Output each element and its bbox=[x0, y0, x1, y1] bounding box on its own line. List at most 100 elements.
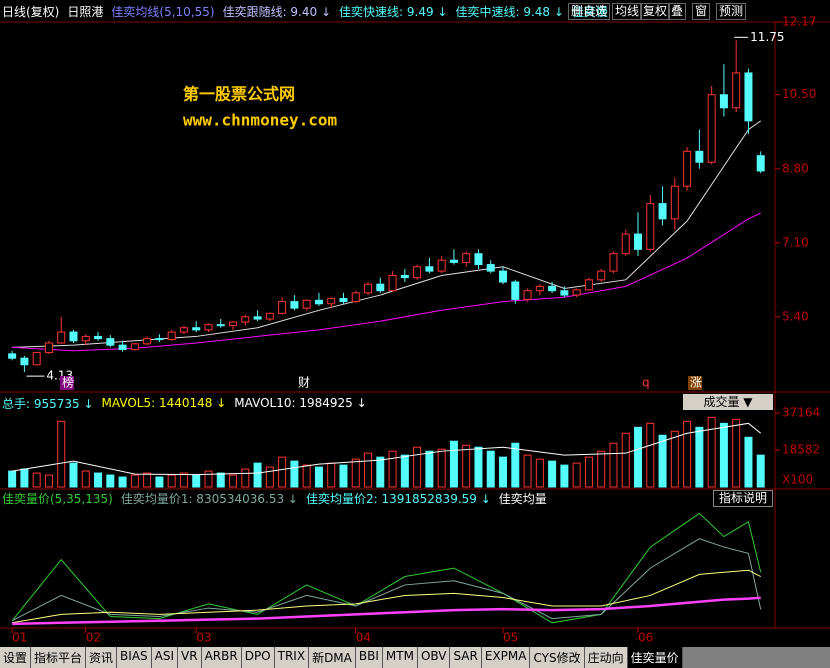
x-tick-label: 02 bbox=[86, 631, 101, 645]
candle-body bbox=[756, 155, 765, 172]
volume-bar bbox=[106, 474, 115, 488]
tab[interactable]: 资讯 bbox=[86, 647, 118, 668]
tab[interactable]: BBI bbox=[355, 647, 383, 668]
event-marker: 财 bbox=[298, 376, 310, 390]
volume-bar bbox=[523, 454, 532, 488]
tab[interactable]: ARBR bbox=[201, 647, 242, 668]
toolbar-button[interactable]: 复权 bbox=[640, 3, 671, 20]
candle-body bbox=[474, 253, 483, 266]
candle-body bbox=[314, 299, 323, 305]
candle-body bbox=[155, 338, 164, 341]
toolbar-button[interactable]: 删自选 bbox=[568, 3, 611, 20]
volume-bar bbox=[548, 460, 557, 488]
volume-label: MAVOL5: 1440148 ↓ bbox=[101, 396, 227, 410]
y-tick-label: 8.80 bbox=[782, 161, 809, 175]
volume-bar bbox=[192, 474, 201, 488]
volume-bar bbox=[44, 474, 53, 488]
volume-bar bbox=[278, 456, 287, 488]
marker-bg bbox=[60, 376, 74, 390]
help-button[interactable]: 指标说明 bbox=[713, 490, 773, 507]
volume-bar bbox=[204, 470, 213, 488]
candle-body bbox=[523, 290, 532, 300]
candle-body bbox=[695, 150, 704, 163]
volume-bar bbox=[732, 418, 741, 488]
volume-bar bbox=[339, 464, 348, 488]
candle-body bbox=[683, 150, 692, 187]
volume-bar bbox=[584, 456, 593, 488]
tab[interactable]: 庄动向 bbox=[584, 647, 628, 668]
volume-bar bbox=[130, 474, 139, 488]
x-tick-label: 05 bbox=[503, 631, 518, 645]
volume-bar bbox=[462, 444, 471, 488]
volume-bar bbox=[499, 456, 508, 488]
volume-bar bbox=[634, 426, 643, 488]
volume-bar bbox=[449, 440, 458, 488]
volume-bar bbox=[474, 446, 483, 488]
candle-body bbox=[44, 342, 53, 354]
volume-bar bbox=[572, 462, 581, 488]
volume-bar bbox=[327, 462, 336, 488]
candle-body bbox=[634, 233, 643, 250]
indicator-label: 佳奕慢 bbox=[571, 4, 608, 19]
volume-bar bbox=[511, 442, 520, 488]
indicator-select[interactable]: 成交量 ▼ bbox=[683, 394, 773, 410]
tab[interactable]: 设置 bbox=[0, 647, 32, 668]
candle-body bbox=[241, 316, 250, 323]
volume-bar bbox=[609, 442, 618, 488]
toolbar-button[interactable]: 叠 bbox=[668, 3, 687, 20]
candle-body bbox=[216, 324, 225, 327]
indicator-label: 佳奕均量 bbox=[498, 491, 547, 506]
candle-body bbox=[437, 259, 446, 272]
tab[interactable]: 佳奕量价 bbox=[627, 647, 683, 668]
volume-bar bbox=[216, 472, 225, 488]
tab[interactable]: 新DMA bbox=[309, 647, 356, 668]
x-tick-label: 04 bbox=[356, 631, 371, 645]
candle-body bbox=[265, 312, 274, 320]
tab[interactable]: ASI bbox=[151, 647, 179, 668]
y-unit: X100 bbox=[782, 473, 813, 487]
line bbox=[12, 422, 762, 476]
tab[interactable]: OBV bbox=[417, 647, 451, 668]
volume-label: 总手: 955735 ↓ bbox=[2, 396, 94, 411]
tab[interactable]: VR bbox=[178, 647, 202, 668]
tab[interactable]: MTM bbox=[382, 647, 418, 668]
candle-body bbox=[302, 299, 311, 309]
candle-body bbox=[8, 353, 17, 359]
y-tick-label: 18582 bbox=[782, 443, 820, 457]
line bbox=[12, 596, 761, 626]
toolbar-button[interactable]: 均线 bbox=[612, 3, 643, 20]
volume-bar bbox=[695, 426, 704, 488]
volume-bar bbox=[658, 434, 667, 488]
candle-body bbox=[32, 352, 41, 366]
toolbar-button[interactable]: 预测 bbox=[716, 3, 747, 20]
candle-body bbox=[351, 292, 360, 303]
line bbox=[12, 212, 761, 352]
candle-body bbox=[339, 298, 348, 303]
volume-bar bbox=[683, 420, 692, 488]
tab[interactable]: CYS修改 bbox=[530, 647, 585, 668]
candle-body bbox=[560, 290, 569, 296]
candle-body bbox=[511, 281, 520, 300]
volume-bar bbox=[719, 422, 728, 488]
candle-body bbox=[81, 335, 90, 342]
candle-body bbox=[658, 203, 667, 220]
tab[interactable]: TRIX bbox=[274, 647, 310, 668]
candle-body bbox=[106, 338, 115, 346]
tab[interactable]: EXPMA bbox=[481, 647, 531, 668]
volume-bar bbox=[314, 466, 323, 488]
stock-name: 日照港 bbox=[67, 4, 104, 19]
tab[interactable]: DPO bbox=[241, 647, 275, 668]
volume-bar bbox=[302, 464, 311, 488]
volume-bar bbox=[69, 462, 78, 488]
tab[interactable]: 指标平台 bbox=[31, 647, 87, 668]
watermark: 第一股票公式网 bbox=[183, 85, 295, 104]
line bbox=[11, 512, 762, 624]
tab[interactable]: SAR bbox=[450, 647, 482, 668]
candle-body bbox=[462, 253, 471, 263]
candle-body bbox=[744, 72, 753, 122]
candle-body bbox=[584, 279, 593, 291]
volume-bar bbox=[621, 432, 630, 488]
tab[interactable]: BIAS bbox=[117, 647, 152, 668]
volume-bar bbox=[413, 446, 422, 488]
toolbar-button[interactable]: 窗 bbox=[692, 3, 711, 20]
